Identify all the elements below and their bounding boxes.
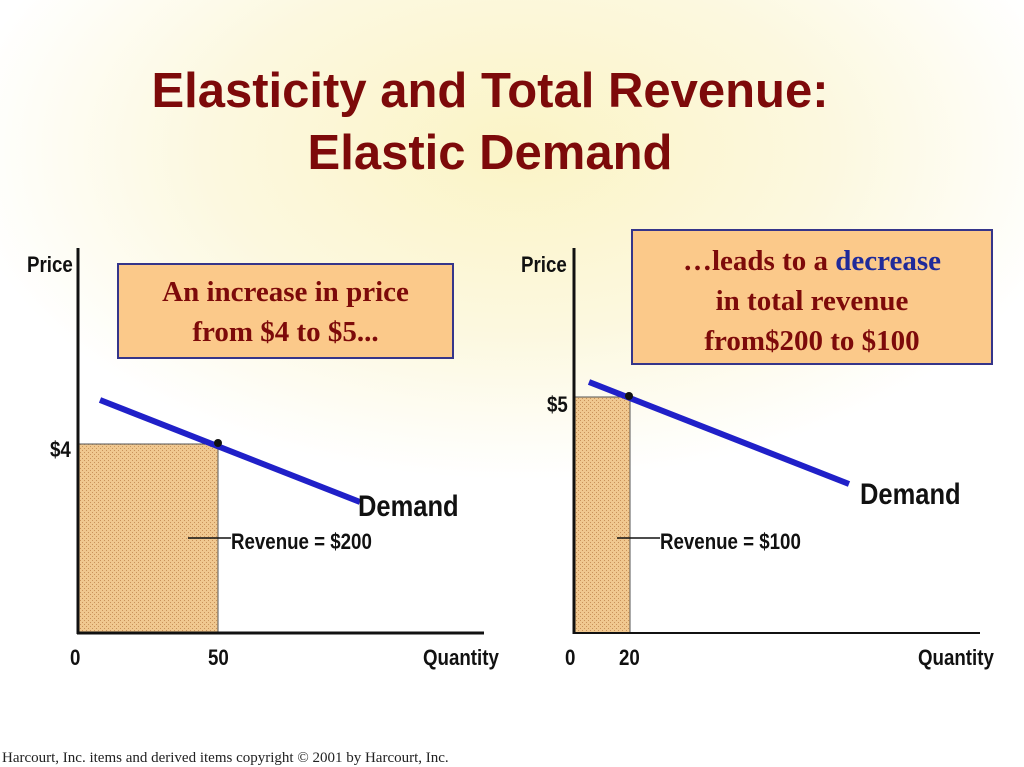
callout-price-increase: An increase in price from $4 to $5... (117, 263, 454, 359)
callout-right-line-1: …leads to a decrease (633, 241, 991, 281)
callout-left-line-1: An increase in price (162, 276, 409, 308)
demand-point-right (625, 392, 633, 400)
x-axis-label-left: Quantity (423, 645, 499, 670)
x-tick-right: 20 (619, 645, 640, 670)
demand-label-left: Demand (358, 490, 459, 523)
callout-right-line-2: in total revenue (715, 285, 909, 317)
callout-revenue-decrease: …leads to a decrease in total revenue fr… (631, 229, 993, 365)
y-axis-label-left: Price (27, 252, 73, 277)
copyright-footer: Harcourt, Inc. items and derived items c… (2, 750, 449, 766)
x-tick-origin-left: 0 (70, 645, 81, 670)
callout-right-line-3: from$200 to $100 (704, 325, 920, 357)
callout-right-prefix: …leads to a (683, 245, 836, 277)
title-line-2: Elastic Demand (307, 126, 673, 180)
revenue-label-left: Revenue = $200 (231, 529, 372, 554)
x-axis-label-right: Quantity (918, 645, 994, 670)
callout-right-highlight: decrease (835, 245, 941, 277)
demand-label-right: Demand (860, 478, 961, 511)
demand-line-left (98, 397, 362, 505)
y-tick-right: $5 (547, 392, 568, 417)
y-tick-left: $4 (50, 437, 71, 462)
revenue-area-right (574, 396, 631, 634)
y-axis-label-right: Price (521, 252, 567, 277)
slide-title: Elasticity and Total Revenue: Elastic De… (0, 60, 980, 184)
revenue-label-right: Revenue = $100 (660, 529, 801, 554)
demand-line-right (587, 379, 851, 487)
x-tick-left: 50 (208, 645, 229, 670)
callout-left-line-2: from $4 to $5... (192, 316, 379, 348)
title-line-1: Elasticity and Total Revenue: (151, 64, 829, 118)
demand-point-left (214, 439, 222, 447)
x-tick-origin-right: 0 (565, 645, 576, 670)
